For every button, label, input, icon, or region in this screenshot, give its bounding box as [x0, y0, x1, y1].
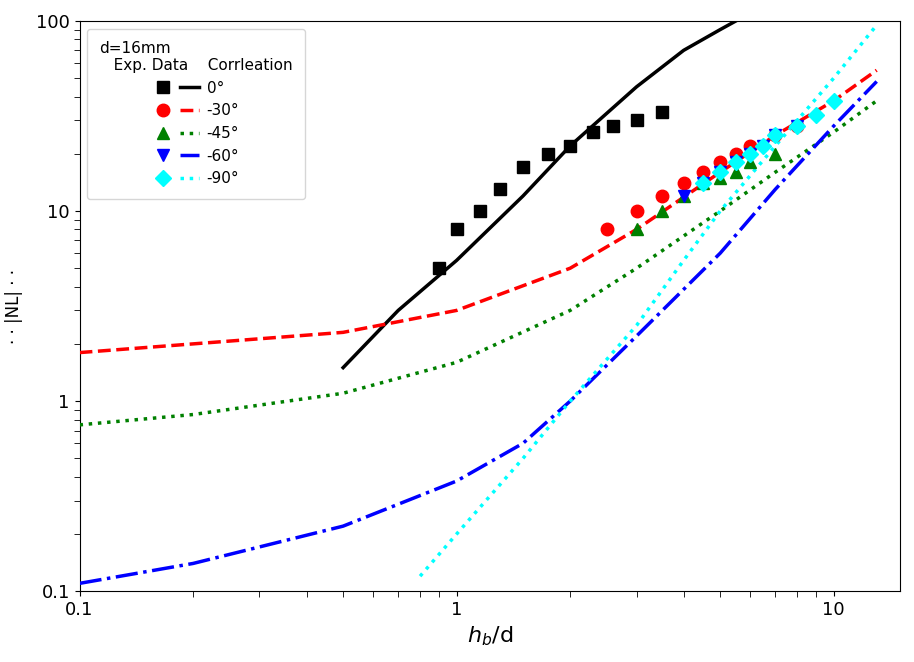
X-axis label: $h_b$/d: $h_b$/d: [467, 624, 513, 648]
Text: · · |NL| · ·: · · |NL| · ·: [5, 269, 23, 344]
Legend: 0°, -30°, -45°, -60°, -90°: 0°, -30°, -45°, -60°, -90°: [87, 28, 305, 199]
